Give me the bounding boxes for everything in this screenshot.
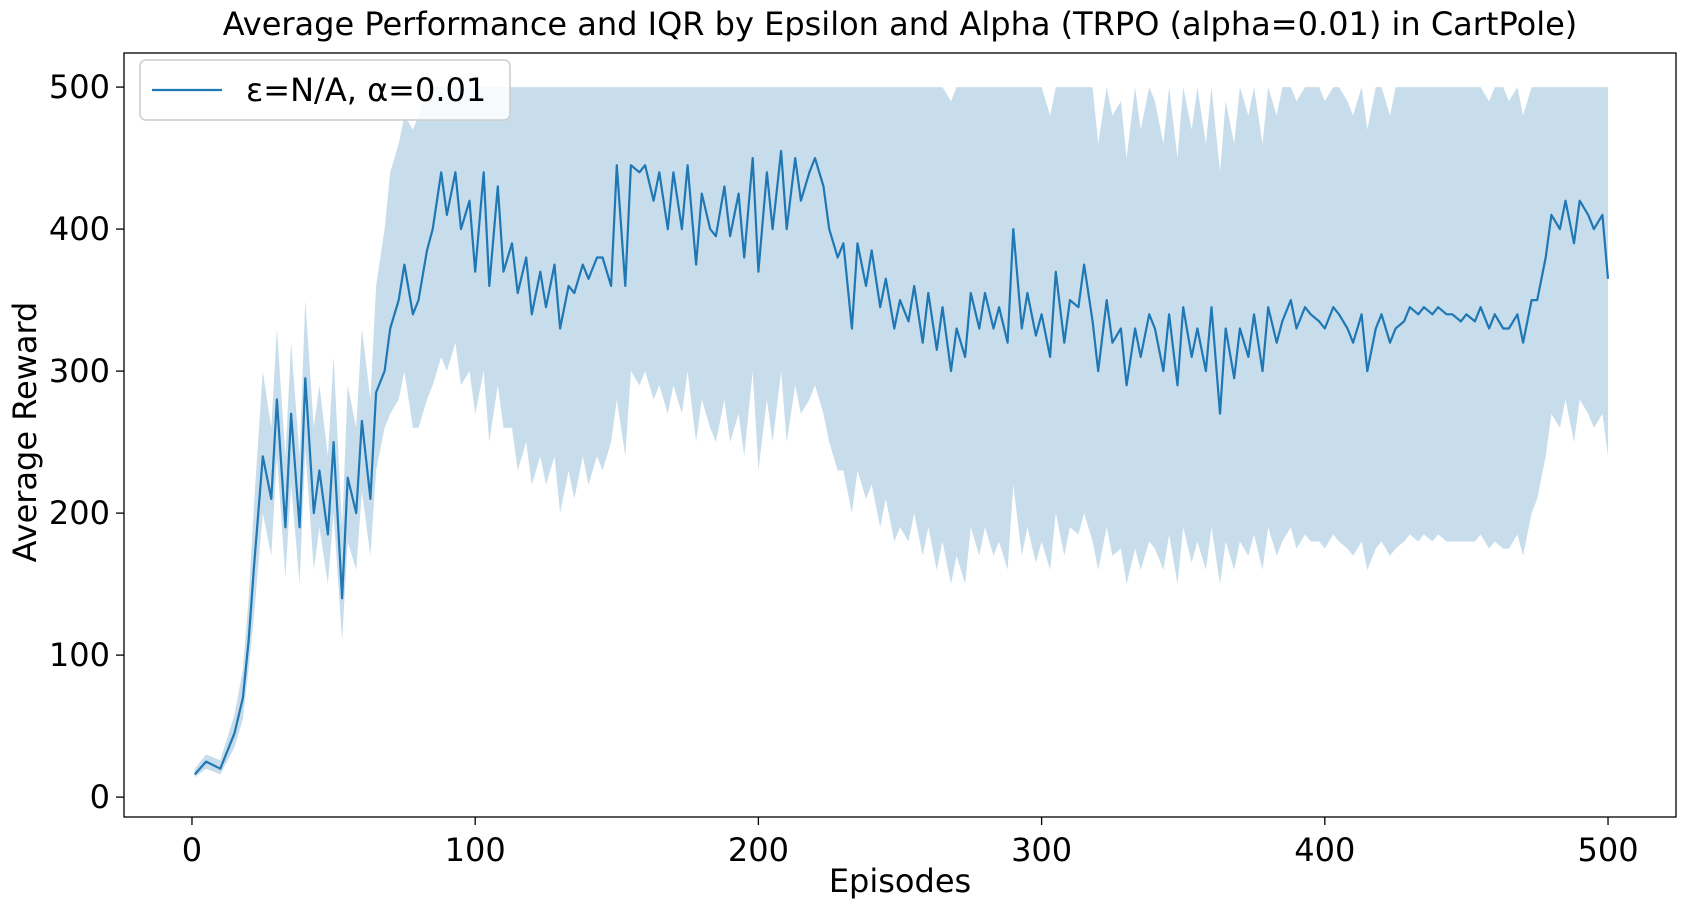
legend-entry-label: ε=N/A, α=0.01 — [246, 71, 486, 109]
y-axis: 0 100 200 300 400 500 — [49, 68, 124, 816]
x-axis: 0 100 200 300 400 500 — [182, 817, 1639, 869]
y-tick-label: 0 — [90, 778, 110, 816]
chart-title: Average Performance and IQR by Epsilon a… — [223, 5, 1578, 43]
x-tick-label: 100 — [445, 831, 506, 869]
legend-box — [139, 59, 511, 121]
x-tick-label: 500 — [1577, 831, 1638, 869]
x-tick-label: 200 — [728, 831, 789, 869]
series-line — [193, 149, 1610, 776]
x-tick-label: 400 — [1294, 831, 1355, 869]
y-tick-label: 200 — [49, 494, 110, 532]
y-tick-label: 500 — [49, 68, 110, 106]
y-tick-label: 100 — [49, 636, 110, 674]
y-axis-label: Average Reward — [6, 302, 44, 563]
axes-frame — [123, 52, 1677, 818]
x-tick-label: 300 — [1011, 831, 1072, 869]
y-tick-label: 400 — [49, 210, 110, 248]
x-tick-label: 0 — [182, 831, 202, 869]
iqr-band — [194, 87, 1608, 778]
x-axis-label: Episodes — [829, 862, 971, 900]
y-tick-label: 300 — [49, 352, 110, 390]
legend: ε=N/A, α=0.01 — [139, 59, 511, 121]
plot-area — [123, 52, 1677, 818]
